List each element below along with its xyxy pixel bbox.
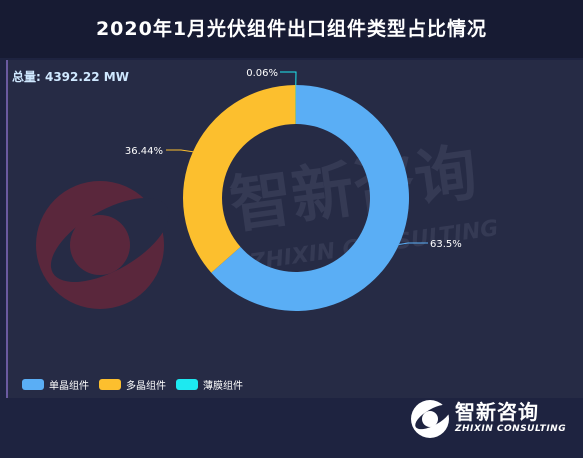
data-label-multi: 36.44% <box>125 146 163 157</box>
leader-line-mono <box>398 242 428 245</box>
legend-swatch-thinfilm <box>176 379 198 390</box>
legend-label-multi: 多晶组件 <box>126 381 166 392</box>
data-label-mono: 63.5% <box>430 239 462 250</box>
total-label: 总量: 4392.22 MW <box>12 70 129 84</box>
footer-sub: ZHIXIN CONSULTING <box>455 424 567 434</box>
chart-title: 2020年1月光伏组件出口组件类型占比情况 <box>95 18 488 40</box>
legend-swatch-multi <box>99 379 121 390</box>
footer-name: 智新咨询 <box>455 400 539 424</box>
data-label-thinfilm: 0.06% <box>246 68 278 79</box>
legend-label-mono: 单晶组件 <box>49 381 89 392</box>
slice-mono[interactable] <box>211 85 410 312</box>
watermark-logo-icon <box>36 181 170 309</box>
leader-line-multi <box>166 149 193 153</box>
labels-group: 63.5% 36.44% 0.06% <box>125 68 462 250</box>
title-bar <box>0 0 583 58</box>
footer-logo-icon <box>411 400 451 438</box>
legend: 单晶组件 多晶组件 薄膜组件 <box>22 377 243 392</box>
leader-line-thinfilm <box>280 71 297 86</box>
legend-swatch-mono <box>22 379 44 390</box>
legend-item-multi[interactable]: 多晶组件 <box>99 377 166 392</box>
legend-item-mono[interactable]: 单晶组件 <box>22 377 89 392</box>
slices-group <box>183 85 410 312</box>
legend-label-thinfilm: 薄膜组件 <box>203 381 243 392</box>
slice-multi[interactable] <box>183 85 296 273</box>
legend-item-thinfilm[interactable]: 薄膜组件 <box>176 377 243 392</box>
